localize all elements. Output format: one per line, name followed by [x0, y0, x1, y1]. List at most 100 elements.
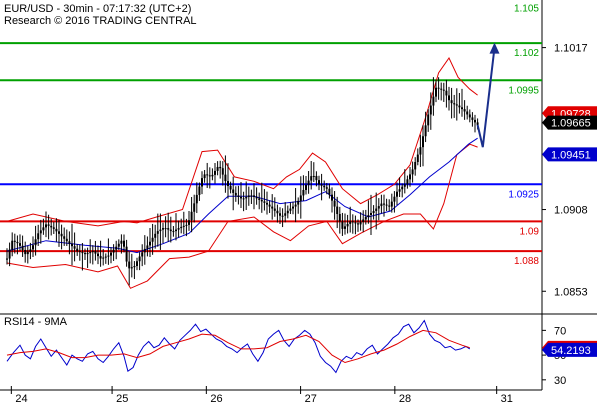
candle-body — [292, 206, 294, 209]
candle — [320, 173, 323, 201]
candle-body — [219, 166, 222, 169]
candle-body — [203, 174, 206, 179]
candle-body — [188, 220, 190, 225]
candle-body — [37, 233, 40, 240]
projection-arrow-head — [489, 42, 500, 54]
level-label-1.105: 1.105 — [514, 4, 539, 15]
candle-body — [364, 216, 367, 220]
candle — [156, 213, 159, 247]
candle-body — [151, 237, 154, 242]
candle — [206, 162, 209, 188]
candle-body — [52, 227, 55, 229]
candle — [362, 210, 365, 233]
candle-body — [115, 246, 118, 250]
candle-body — [323, 185, 326, 188]
candle-body — [65, 238, 68, 242]
candle-body — [180, 226, 183, 229]
candle — [149, 227, 151, 257]
price-tag-1.09665: 1.09665 — [542, 115, 597, 130]
candle — [310, 160, 313, 190]
rsi-panel-title: RSI14 - 9MA — [4, 316, 67, 328]
candle-body — [234, 192, 237, 196]
candle — [328, 183, 331, 199]
candle-body — [354, 222, 357, 224]
candle-body — [141, 252, 144, 257]
candle — [55, 218, 58, 242]
candle-body — [328, 188, 331, 195]
candle — [440, 82, 443, 101]
candle — [445, 79, 448, 108]
candle-body — [175, 229, 177, 232]
candle — [388, 199, 391, 212]
candle — [104, 253, 107, 264]
candle — [60, 224, 63, 250]
candle — [263, 189, 266, 211]
candle-body — [29, 249, 32, 252]
candle — [307, 171, 310, 194]
price-tag-text: 1.09451 — [551, 149, 591, 161]
candle — [260, 182, 263, 213]
candle-body — [24, 249, 27, 255]
candle — [250, 189, 253, 204]
candle-body — [136, 261, 138, 266]
candle-body — [429, 105, 432, 115]
candle — [281, 208, 284, 228]
candle-body — [281, 215, 284, 217]
price-tag-text: 1.09665 — [551, 118, 591, 130]
candle — [245, 181, 248, 211]
candle-body — [21, 245, 24, 250]
candle — [258, 192, 261, 210]
candle-body — [50, 225, 53, 228]
candle — [117, 239, 120, 250]
candle — [432, 77, 435, 116]
candle-body — [437, 87, 440, 89]
candle-body — [385, 204, 388, 206]
candle-body — [445, 90, 448, 96]
candle-body — [284, 213, 287, 216]
candle-body — [242, 198, 245, 200]
candle — [177, 220, 180, 238]
candle-body — [268, 204, 271, 207]
candle — [266, 191, 268, 215]
candle-body — [71, 243, 73, 247]
candle-body — [68, 241, 71, 244]
candle-body — [58, 231, 60, 234]
candle-body — [258, 198, 261, 200]
candle-body — [237, 195, 240, 197]
candle — [372, 205, 375, 220]
candle-body — [255, 196, 258, 199]
candle — [424, 111, 427, 143]
candle-body — [393, 196, 396, 202]
candle-body — [416, 154, 419, 162]
candle — [185, 218, 188, 237]
candle-body — [232, 189, 235, 193]
candle-body — [294, 204, 297, 207]
date-tick-label-25: 25 — [116, 393, 128, 405]
candle — [364, 209, 367, 225]
candle-body — [229, 186, 232, 190]
candle-body — [214, 170, 216, 175]
candle-body — [11, 240, 14, 250]
candle — [323, 180, 326, 191]
candle — [302, 175, 305, 201]
rsi-tag-text: 54.2193 — [551, 345, 591, 357]
candle — [237, 185, 240, 205]
candle — [180, 218, 183, 234]
candle-body — [13, 240, 16, 242]
candle-body — [466, 111, 469, 115]
candle-body — [341, 221, 344, 229]
candle — [13, 233, 16, 254]
candle — [271, 194, 274, 220]
candle — [143, 235, 146, 265]
candle — [190, 196, 193, 233]
candle-body — [169, 229, 172, 232]
candle — [474, 114, 476, 133]
candle — [294, 188, 297, 223]
candle — [214, 162, 216, 184]
candle-body — [73, 246, 76, 249]
candle — [318, 175, 320, 191]
candle-body — [338, 214, 341, 222]
candle-body — [432, 96, 435, 106]
candle — [182, 211, 185, 235]
